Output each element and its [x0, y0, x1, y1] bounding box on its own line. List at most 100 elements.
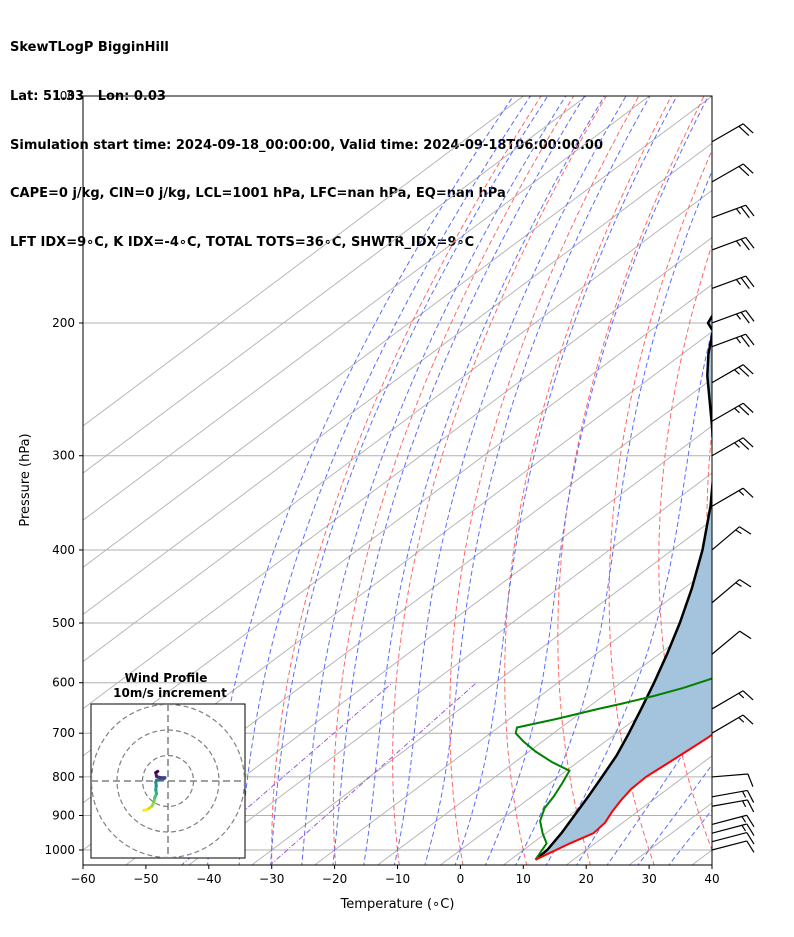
moist-adiabat [484, 96, 709, 865]
wind-barb-half-feather [735, 208, 741, 215]
y-tick-label: 400 [52, 543, 75, 557]
wind-barb-feather [740, 277, 750, 289]
dewpoint-line [514, 677, 712, 861]
axes: −60 −50 −40 −30 −20 −10 0 10 20 30 40 1000 900 800 700… [44, 89, 719, 886]
wind-barb-shaft [711, 123, 744, 143]
dry-adiabat [449, 96, 640, 865]
wind-barb-shaft [711, 526, 740, 551]
dry-adiabat [392, 96, 607, 865]
moist-adiabat [606, 708, 712, 865]
wind-barb-half-feather [738, 717, 745, 723]
temperature-line [535, 733, 712, 861]
wind-barb [711, 487, 754, 507]
wind-barb [711, 333, 755, 348]
chart-header: SkewTLogP BigginHill Lat: 51.33 Lon: 0.0… [10, 8, 603, 267]
x-tick-label: −40 [196, 872, 221, 886]
wind-barb-half-feather [741, 791, 747, 798]
wind-barb-feather [742, 123, 754, 134]
wind-barb-shaft [711, 204, 746, 219]
wind-barb [711, 579, 752, 604]
isotherm [250, 519, 712, 865]
y-tick-label: 700 [52, 726, 75, 740]
wind-barb-feather [746, 790, 755, 803]
wind-barb-half-feather [735, 529, 742, 535]
x-tick-label: 30 [641, 872, 656, 886]
hodograph: Wind Profile 10m/s increment [90, 671, 246, 859]
moist-adiabat [545, 327, 712, 865]
header-times: Simulation start time: 2024-09-18_00:00:… [10, 137, 603, 153]
wind-barb-shaft [711, 236, 746, 251]
moist-adiabat [454, 96, 678, 865]
wind-barb [711, 275, 755, 290]
moist-adiabat [238, 96, 531, 865]
header-indices-2: LFT IDX=9∘C, K IDX=-4∘C, TOTAL TOTS=36∘C… [10, 234, 475, 250]
x-tick-label: −60 [70, 872, 95, 886]
y-tick-label: 100 [52, 89, 75, 103]
moist-adiabat [207, 96, 514, 865]
wind-barb [711, 123, 754, 143]
wind-barb-shaft [711, 690, 744, 710]
wind-barb-half-feather [735, 313, 741, 320]
wind-barb-shaft [711, 163, 744, 183]
wind-barb [711, 814, 755, 828]
isotherm [691, 849, 712, 865]
wind-barb-feather [740, 238, 750, 251]
wind-barb-shaft [711, 364, 744, 384]
wind-barb-half-feather [741, 800, 747, 808]
moist-adiabat [393, 96, 627, 865]
y-tick-label: 600 [52, 676, 75, 690]
wind-barb-feather [739, 630, 752, 640]
wind-barb-half-feather [738, 490, 745, 496]
wind-barb-half-feather [741, 816, 747, 823]
wind-barb-half-feather [734, 442, 740, 448]
wind-barb [711, 204, 755, 219]
y-axis-label: Pressure (hPa) [18, 433, 33, 526]
wind-barb-feather [745, 333, 755, 346]
isotherm [83, 96, 587, 474]
wind-barb-feather [740, 335, 750, 348]
wind-barb-feather [745, 310, 755, 322]
wind-barb [711, 364, 754, 384]
wind-barb-feather [742, 714, 754, 725]
wind-barb [711, 437, 754, 457]
wind-barb-shaft [711, 814, 747, 826]
wind-barb [711, 236, 755, 251]
dry-adiabat [504, 96, 672, 865]
wind-barb [711, 526, 752, 551]
x-tick-label: −30 [259, 872, 284, 886]
wind-barb-shaft [711, 630, 741, 655]
wind-barb-half-feather [738, 692, 745, 699]
wind-barb [711, 840, 755, 853]
wind-barb-feather [739, 579, 752, 588]
isotherm [125, 425, 712, 865]
x-tick-label: 10 [516, 872, 531, 886]
y-tick-label: 500 [52, 616, 75, 630]
moist-adiabat [637, 764, 712, 865]
hodograph-ring [91, 704, 245, 858]
y-tick-label: 300 [52, 449, 75, 463]
data-lines [514, 313, 712, 861]
wind-barb-shaft [711, 840, 747, 851]
wind-barb-feather [738, 405, 750, 416]
wind-barb-feather [739, 526, 752, 535]
wind-barb-feather [746, 823, 755, 836]
x-tick-label: 40 [704, 872, 719, 886]
wind-barb [711, 714, 754, 734]
y-tick-label: 800 [52, 770, 75, 784]
y-tick-label: 900 [52, 808, 75, 822]
wind-barb-feather [746, 814, 755, 828]
dry-adiabat [271, 96, 542, 865]
wind-barb-feather [742, 690, 754, 701]
wind-barb-feather [742, 163, 754, 174]
wind-barb-shaft [711, 275, 746, 290]
wind-barb-half-feather [735, 279, 741, 286]
wind-barb-feather [746, 840, 755, 853]
wind-barb-shaft [711, 789, 748, 798]
moist-adiabat [424, 96, 651, 865]
moist-adiabat [270, 96, 549, 865]
wind-barb-feather [740, 311, 750, 324]
wind-barb-shaft [711, 309, 746, 324]
wind-barb-feather [738, 125, 750, 137]
x-tick-label: −20 [322, 872, 347, 886]
